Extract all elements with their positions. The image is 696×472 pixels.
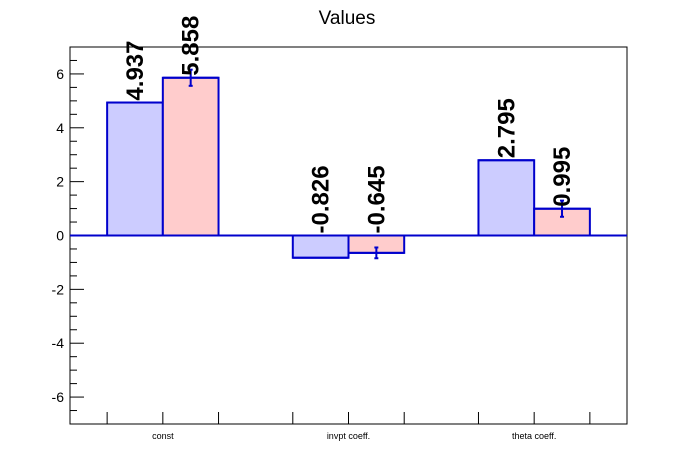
- value-label: 0.995: [549, 147, 576, 207]
- y-tick-label: 2: [56, 174, 64, 190]
- chart-title: Values: [319, 8, 376, 29]
- bar: [106, 101, 164, 237]
- x-category-label: invpt coeff.: [327, 431, 370, 441]
- x-axis: const invpt coeff. theta coeff.: [106, 412, 591, 441]
- x-category-label: theta coeff.: [512, 431, 556, 441]
- value-labels: 4.937 -0.826 2.795 5.858 -0.645 0.995: [122, 16, 576, 234]
- value-label: 5.858: [178, 16, 205, 76]
- y-tick-label: 6: [56, 66, 64, 82]
- value-label: -0.826: [308, 165, 335, 233]
- y-tick-label: 0: [56, 228, 64, 244]
- y-tick-label: 4: [56, 120, 64, 136]
- y-tick-label: -6: [52, 389, 65, 405]
- value-label: 4.937: [122, 40, 149, 100]
- value-label: -0.645: [363, 165, 390, 233]
- x-category-label: const: [152, 431, 174, 441]
- bar: [477, 159, 536, 237]
- y-axis: -6 -4 -2 0 2 4 6: [52, 46, 84, 425]
- bar: [291, 234, 350, 259]
- y-tick-label: -4: [52, 335, 65, 351]
- bar: [161, 76, 220, 237]
- value-label: 2.795: [493, 98, 520, 158]
- bars: [106, 68, 591, 260]
- y-tick-label: -2: [52, 281, 65, 297]
